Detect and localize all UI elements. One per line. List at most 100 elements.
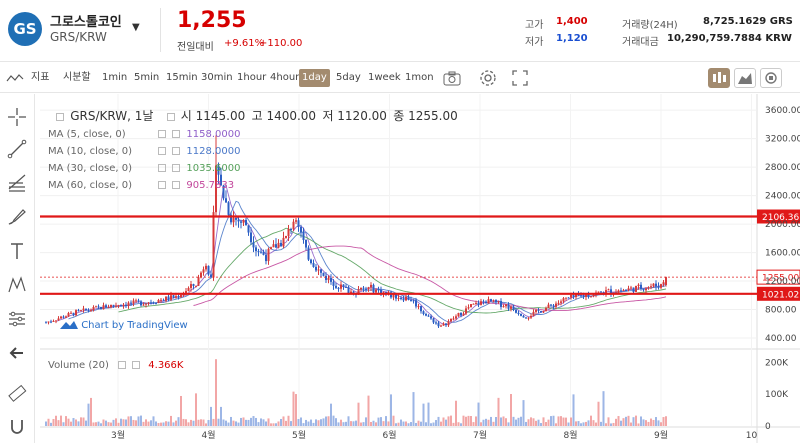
candle <box>295 220 297 222</box>
ticker-header: GS 그로스톨코인 GRS/KRW ▼ 1,255 전일대비 +9.61% +1… <box>0 0 800 62</box>
close-box-icon[interactable] <box>132 361 141 369</box>
candle <box>117 305 120 307</box>
tradingview-watermark[interactable]: Chart by TradingView <box>60 320 188 331</box>
interval-1week[interactable]: 1week <box>368 72 401 83</box>
pattern-icon[interactable] <box>6 274 28 296</box>
volume-bar <box>345 421 347 426</box>
back-arrow-icon[interactable] <box>6 342 28 364</box>
camera-icon[interactable] <box>443 71 461 86</box>
volume-bar <box>495 417 497 426</box>
close-box-icon[interactable] <box>172 130 181 138</box>
candle <box>535 310 537 312</box>
volume-bar <box>610 423 612 426</box>
candle <box>525 317 527 319</box>
candle <box>142 304 145 306</box>
volume-bar <box>662 417 665 426</box>
volume-bar <box>60 415 62 426</box>
volume-bar <box>357 402 360 426</box>
trendline-icon[interactable] <box>6 138 28 160</box>
candle <box>357 289 360 295</box>
close-box-icon[interactable] <box>172 164 181 172</box>
price-chart[interactable]: 2106.36 1021.02 1255.00 400.00 800.00 1200.0… <box>0 94 800 443</box>
candle <box>327 278 330 280</box>
volume-bar <box>527 419 530 426</box>
price-line-tag <box>757 209 800 224</box>
settings-box-icon[interactable] <box>158 181 167 189</box>
interval-30min[interactable]: 30min <box>201 72 233 83</box>
interval-1day[interactable]: 1day <box>299 69 330 87</box>
settings-box-icon[interactable] <box>158 147 167 155</box>
legend-square-icon <box>56 113 64 121</box>
candle <box>145 303 147 305</box>
settings-box-icon[interactable] <box>158 130 167 138</box>
interval-5day[interactable]: 5day <box>336 72 361 83</box>
candle <box>342 284 345 287</box>
candle <box>100 306 102 310</box>
fib-icon[interactable] <box>6 172 28 194</box>
volume-bar <box>205 423 207 426</box>
interval-1min[interactable]: 1min <box>102 72 128 83</box>
magnet-icon[interactable] <box>6 416 28 438</box>
candle <box>565 297 567 299</box>
volume-bar <box>200 419 202 426</box>
volume-bar <box>435 420 437 426</box>
crosshair-icon[interactable] <box>6 106 28 128</box>
area-chart-button[interactable] <box>734 68 756 88</box>
gear-icon[interactable] <box>479 69 497 87</box>
volume-bar <box>225 420 227 426</box>
candle <box>585 294 587 297</box>
candle <box>340 284 342 289</box>
candle <box>442 323 445 326</box>
interval-15min[interactable]: 15min <box>166 72 198 83</box>
text-tool-icon[interactable] <box>6 240 28 262</box>
zoom-button[interactable]: 시분할 <box>63 72 91 83</box>
volume-bar <box>432 422 435 426</box>
interval-5min[interactable]: 5min <box>134 72 160 83</box>
volume-bar <box>645 420 647 426</box>
volume-bar <box>87 403 90 426</box>
settings-box-icon[interactable] <box>118 361 127 369</box>
volume-bar <box>665 416 667 426</box>
indicator-icon[interactable] <box>6 74 24 83</box>
volume-bar <box>427 402 430 426</box>
candle <box>222 185 225 199</box>
amount-value: 10,290,759.7884 KRW <box>667 33 792 44</box>
candle <box>200 272 202 278</box>
candle <box>140 301 142 306</box>
candle <box>97 306 100 308</box>
candle-chart-button[interactable] <box>708 68 730 88</box>
volume-bar <box>257 422 260 426</box>
candle <box>520 314 522 316</box>
chart-grid <box>40 94 800 443</box>
interval-4hour[interactable]: 4hour <box>270 72 300 83</box>
volume-bar <box>642 419 645 426</box>
candle <box>467 307 470 309</box>
close-box-icon[interactable] <box>172 181 181 189</box>
interval-1mon[interactable]: 1mon <box>405 72 434 83</box>
volume-bar <box>547 419 550 426</box>
candle <box>240 221 242 223</box>
interval-1hour[interactable]: 1hour <box>237 72 267 83</box>
candle <box>82 308 85 311</box>
indicator-button[interactable]: 지표 <box>31 72 50 83</box>
volume-bar <box>232 420 235 426</box>
volume-bar <box>455 400 457 426</box>
candle <box>632 287 635 292</box>
candle <box>527 317 530 319</box>
ruler-icon[interactable] <box>6 382 28 404</box>
volume-bar <box>570 417 572 426</box>
chevron-down-icon[interactable]: ▼ <box>132 22 140 33</box>
candle <box>477 302 480 305</box>
volume-bar <box>222 419 225 426</box>
measure-icon[interactable] <box>6 308 28 330</box>
fullscreen-icon[interactable] <box>512 70 528 86</box>
settings-box-icon[interactable] <box>158 164 167 172</box>
close-box-icon[interactable] <box>172 147 181 155</box>
depth-chart-button[interactable] <box>760 68 782 88</box>
brush-icon[interactable] <box>6 206 28 228</box>
volume-bar <box>405 421 407 426</box>
volume-bar <box>175 420 177 426</box>
volume-bar <box>392 415 395 426</box>
candle <box>330 278 332 282</box>
candle <box>557 302 560 304</box>
